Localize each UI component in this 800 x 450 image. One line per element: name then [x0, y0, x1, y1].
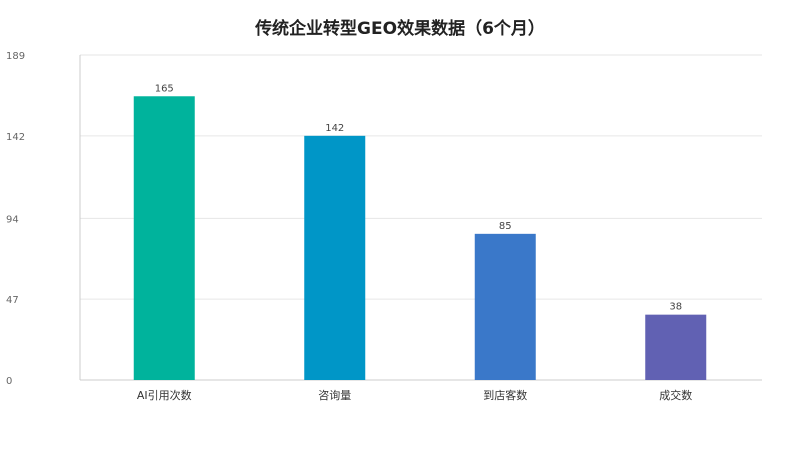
bars	[133, 96, 707, 381]
data-label: 38	[669, 302, 682, 313]
bar	[133, 96, 195, 381]
y-tick-label: 142	[6, 132, 25, 143]
data-label: 165	[155, 83, 174, 94]
data-label: 142	[325, 123, 344, 134]
bar	[304, 135, 366, 380]
category-label: 到店客数	[483, 388, 527, 402]
y-tick-label: 189	[6, 51, 25, 62]
y-tick-label: 47	[6, 295, 19, 306]
category-label: 成交数	[659, 388, 692, 402]
data-labels: 165 142 85 38	[155, 83, 682, 312]
data-label: 85	[499, 221, 512, 232]
bar	[474, 233, 536, 380]
bar	[645, 314, 707, 380]
category-label: AI引用次数	[137, 388, 192, 402]
chart-title: 传统企业转型GEO效果数据（6个月）	[255, 19, 545, 39]
y-tick-labels: 0 47 94 142 189	[6, 51, 25, 387]
category-labels: AI引用次数 咨询量 到店客数 成交数	[137, 388, 692, 402]
y-tick-label: 94	[6, 214, 19, 225]
y-tick-label: 0	[6, 376, 12, 387]
category-label: 咨询量	[318, 388, 351, 402]
